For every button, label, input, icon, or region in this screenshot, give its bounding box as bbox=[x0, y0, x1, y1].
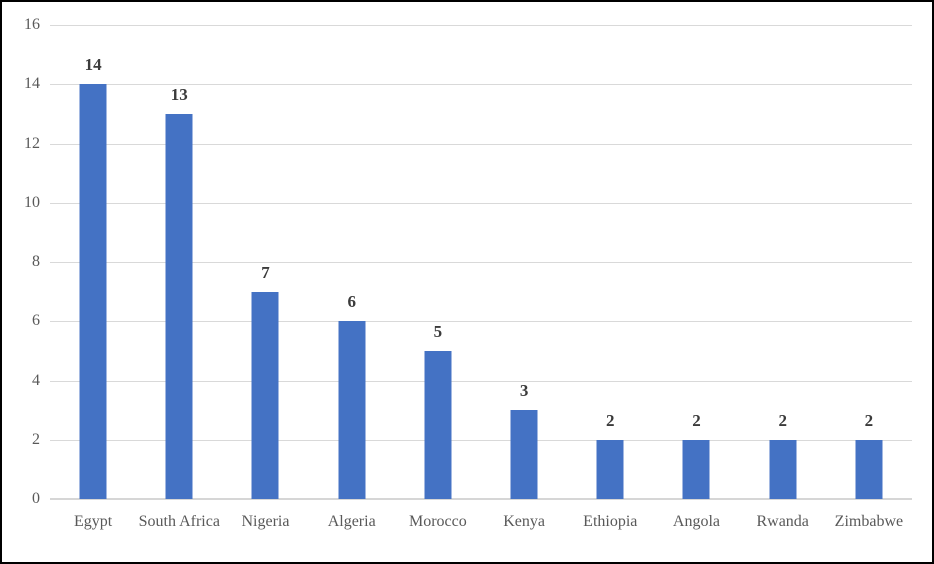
bar-slot-rwanda: 2 bbox=[740, 25, 826, 499]
bar-south-africa bbox=[165, 113, 193, 499]
x-tick-label-angola: Angola bbox=[672, 513, 721, 530]
bar-slot-south-africa: 13 bbox=[136, 25, 222, 499]
data-label-egypt: 14 bbox=[84, 55, 102, 75]
x-tick-label-egypt: Egypt bbox=[73, 513, 113, 530]
bar-algeria bbox=[338, 321, 366, 499]
gridline-y-8 bbox=[50, 262, 912, 263]
gridline-y-6 bbox=[50, 321, 912, 323]
gridline-y-16 bbox=[50, 25, 912, 26]
bar-ethiopia bbox=[596, 439, 624, 499]
bar-angola bbox=[682, 439, 710, 499]
bar-rwanda bbox=[769, 439, 797, 499]
data-label-zimbabwe: 2 bbox=[864, 410, 874, 430]
bar-slot-nigeria: 7 bbox=[222, 25, 308, 499]
bar-nigeria bbox=[251, 291, 279, 499]
x-tick-label-ethiopia: Ethiopia bbox=[583, 513, 638, 530]
data-label-angola: 2 bbox=[692, 410, 701, 430]
bar-slot-algeria: 6 bbox=[309, 25, 395, 499]
x-tick-label-nigeria: Nigeria bbox=[241, 513, 290, 530]
y-axis-tick-labels: 0 2 4 6 8 10 12 14 16 bbox=[2, 16, 40, 507]
bar-zimbabwe bbox=[855, 439, 883, 499]
gridline-y-4 bbox=[50, 380, 912, 382]
y-tick-label-4: 4 bbox=[32, 371, 40, 389]
gridline-y-10 bbox=[50, 202, 912, 204]
data-label-nigeria: 7 bbox=[261, 262, 270, 282]
plot-area: 14 13 7 6 5 3 2 2 2 2 bbox=[50, 25, 912, 500]
x-tick-label-kenya: Kenya bbox=[503, 513, 545, 530]
y-tick-label-10: 10 bbox=[24, 193, 40, 211]
y-tick-label-6: 6 bbox=[32, 312, 40, 330]
x-axis-line bbox=[50, 498, 912, 500]
y-tick-label-16: 16 bbox=[24, 16, 40, 33]
data-label-south-africa: 13 bbox=[170, 84, 188, 104]
y-tick-label-12: 12 bbox=[24, 134, 40, 152]
gridline-y-2 bbox=[50, 439, 912, 441]
bar-slot-zimbabwe: 2 bbox=[826, 25, 912, 499]
bar-slot-angola: 2 bbox=[653, 25, 739, 499]
data-label-morocco: 5 bbox=[433, 321, 443, 341]
y-tick-label-8: 8 bbox=[32, 253, 40, 270]
bar-slot-morocco: 5 bbox=[395, 25, 481, 499]
x-tick-label-zimbabwe: Zimbabwe bbox=[834, 513, 904, 530]
data-label-algeria: 6 bbox=[347, 292, 356, 312]
y-tick-label-0: 0 bbox=[32, 490, 40, 507]
gridline-y-12 bbox=[50, 143, 912, 145]
bar-slot-kenya: 3 bbox=[481, 25, 567, 499]
bar-morocco bbox=[424, 350, 452, 499]
data-label-ethiopia: 2 bbox=[606, 410, 615, 430]
x-tick-label-south-africa: South Africa bbox=[138, 513, 220, 530]
x-tick-label-morocco: Morocco bbox=[409, 513, 467, 530]
bar-slot-ethiopia: 2 bbox=[567, 25, 653, 499]
data-label-rwanda: 2 bbox=[778, 410, 787, 430]
x-tick-label-algeria: Algeria bbox=[327, 513, 376, 530]
y-tick-label-2: 2 bbox=[32, 430, 40, 448]
bar-kenya bbox=[510, 410, 538, 499]
bar-egypt bbox=[79, 84, 107, 499]
data-label-kenya: 3 bbox=[519, 381, 529, 401]
bar-slot-egypt: 14 bbox=[50, 25, 136, 499]
gridline-y-14 bbox=[50, 84, 912, 86]
x-tick-label-rwanda: Rwanda bbox=[756, 513, 809, 530]
x-axis-category-labels: Egypt South Africa Nigeria Algeria Morocco Ke… bbox=[50, 499, 912, 559]
y-tick-label-14: 14 bbox=[24, 75, 40, 93]
